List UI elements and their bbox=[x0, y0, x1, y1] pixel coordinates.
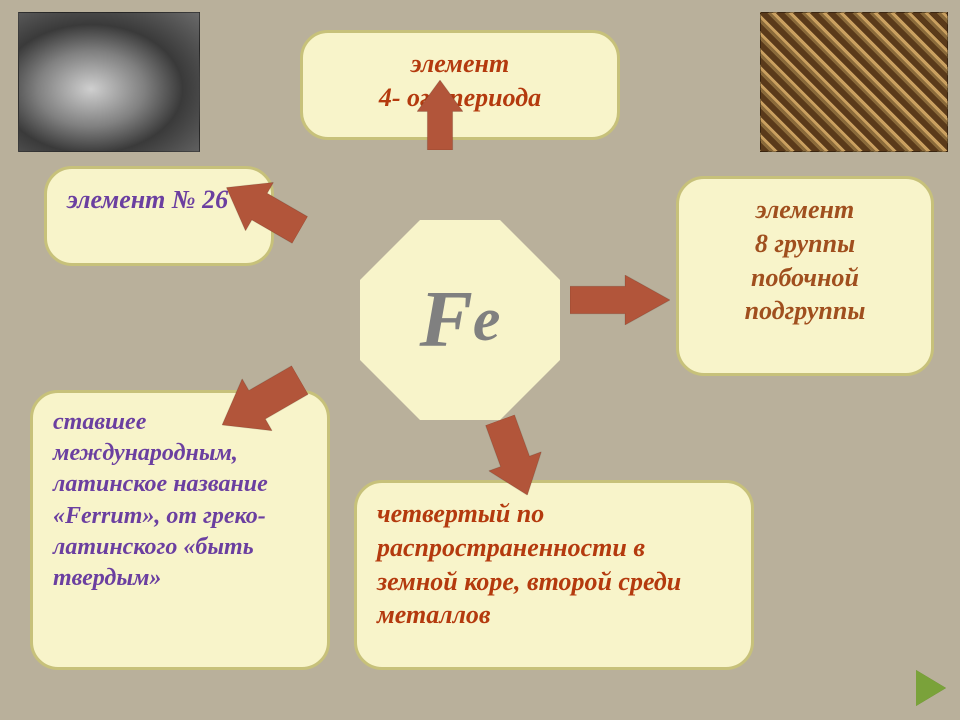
arrow-right bbox=[570, 275, 670, 325]
bubble-abundance: четвертый по распространенности в земной… bbox=[354, 480, 754, 670]
slide-stage: Feэлемент 4- ого периодаэлемент № 26элем… bbox=[0, 0, 960, 720]
element-symbol-f: F bbox=[420, 275, 473, 366]
arrow-top bbox=[417, 80, 463, 150]
element-symbol-e: e bbox=[473, 285, 501, 356]
rebar-bundle-image bbox=[760, 12, 948, 152]
next-slide-button[interactable] bbox=[916, 670, 946, 706]
center-octagon: Fe bbox=[360, 220, 560, 420]
bubble-group: элемент 8 группы побочной подгруппы bbox=[676, 176, 934, 376]
iron-chunk-image bbox=[18, 12, 200, 152]
bubble-latin-name: ставшее международным, латинское названи… bbox=[30, 390, 330, 670]
